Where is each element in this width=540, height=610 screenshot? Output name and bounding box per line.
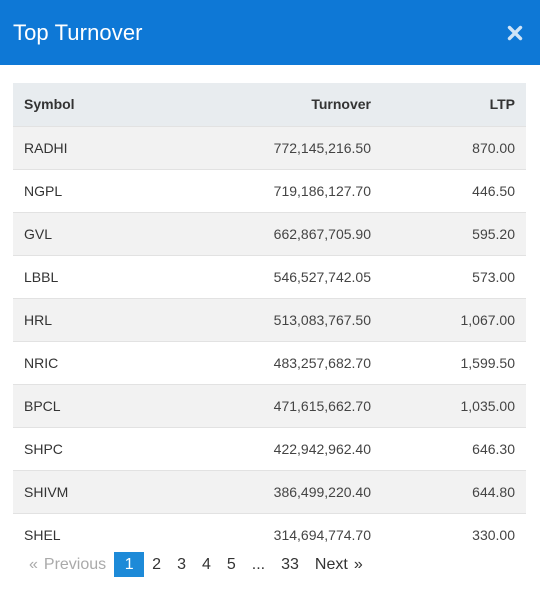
table-row[interactable]: RADHI 772,145,216.50 870.00 bbox=[13, 126, 526, 169]
close-icon bbox=[507, 25, 523, 40]
symbol-cell: SHPC bbox=[24, 440, 63, 457]
table-row[interactable]: NGPL 719,186,127.70 446.50 bbox=[13, 169, 526, 212]
ltp-cell: 595.20 bbox=[472, 225, 515, 242]
symbol-cell: NRIC bbox=[24, 354, 59, 371]
turnover-cell: 513,083,767.50 bbox=[273, 311, 371, 328]
page-2-button[interactable]: 2 bbox=[152, 555, 162, 573]
turnover-cell: 719,186,127.70 bbox=[273, 182, 371, 199]
column-header-ltp: LTP bbox=[489, 96, 515, 113]
symbol-cell: NGPL bbox=[24, 182, 63, 199]
ltp-cell: 446.50 bbox=[472, 182, 515, 199]
page-33-button[interactable]: 33 bbox=[281, 555, 299, 573]
table-row[interactable]: NRIC 483,257,682.70 1,599.50 bbox=[13, 341, 526, 384]
ltp-cell: 646.30 bbox=[472, 440, 515, 457]
previous-label: Previous bbox=[43, 555, 107, 573]
symbol-cell: HRL bbox=[24, 311, 53, 328]
previous-arrow-icon: « bbox=[29, 555, 38, 573]
ltp-cell: 1,599.50 bbox=[460, 354, 516, 371]
modal-title: Top Turnover bbox=[13, 19, 143, 45]
table-row[interactable]: SHEL 314,694,774.70 330.00 bbox=[13, 513, 526, 556]
table-row[interactable]: SHPC 422,942,962.40 646.30 bbox=[13, 427, 526, 470]
ltp-cell: 644.80 bbox=[472, 483, 515, 500]
column-header-turnover: Turnover bbox=[311, 96, 371, 113]
turnover-cell: 422,942,962.40 bbox=[273, 440, 371, 457]
ltp-cell: 870.00 bbox=[472, 139, 515, 156]
table-header-row: Symbol Turnover LTP bbox=[13, 83, 526, 126]
page-4-button[interactable]: 4 bbox=[201, 555, 211, 573]
turnover-cell: 314,694,774.70 bbox=[273, 526, 371, 543]
table-row[interactable]: HRL 513,083,767.50 1,067.00 bbox=[13, 298, 526, 341]
pagination-ellipsis: ... bbox=[251, 555, 266, 573]
table-row[interactable]: BPCL 471,615,662.70 1,035.00 bbox=[13, 384, 526, 427]
ltp-cell: 1,067.00 bbox=[460, 311, 516, 328]
symbol-cell: SHIVM bbox=[24, 483, 69, 500]
previous-page-button[interactable]: « Previous bbox=[15, 552, 114, 577]
turnover-cell: 662,867,705.90 bbox=[273, 225, 371, 242]
turnover-cell: 386,499,220.40 bbox=[273, 483, 371, 500]
close-button[interactable] bbox=[504, 22, 526, 44]
symbol-cell: BPCL bbox=[24, 397, 61, 414]
column-header-symbol: Symbol bbox=[24, 96, 75, 113]
modal-header: Top Turnover bbox=[0, 0, 540, 65]
table-row[interactable]: LBBL 546,527,742.05 573.00 bbox=[13, 255, 526, 298]
symbol-cell: GVL bbox=[24, 225, 53, 242]
table-row[interactable]: GVL 662,867,705.90 595.20 bbox=[13, 212, 526, 255]
symbol-cell: RADHI bbox=[24, 139, 68, 156]
ltp-cell: 1,035.00 bbox=[460, 397, 516, 414]
turnover-cell: 471,615,662.70 bbox=[273, 397, 371, 414]
turnover-cell: 772,145,216.50 bbox=[273, 139, 371, 156]
pagination: « Previous 1 2 3 4 5 ... 33 Next » bbox=[15, 552, 377, 577]
table-row[interactable]: SHIVM 386,499,220.40 644.80 bbox=[13, 470, 526, 513]
symbol-cell: SHEL bbox=[24, 526, 61, 543]
next-arrow-icon: » bbox=[353, 555, 363, 573]
page-3-button[interactable]: 3 bbox=[177, 555, 186, 573]
turnover-table: Symbol Turnover LTP RADHI 772,145,216.50 8… bbox=[13, 83, 526, 556]
turnover-cell: 483,257,682.70 bbox=[273, 354, 371, 371]
page-5-button[interactable]: 5 bbox=[226, 555, 236, 573]
next-label: Next bbox=[314, 555, 348, 573]
symbol-cell: LBBL bbox=[24, 268, 59, 285]
ltp-cell: 573.00 bbox=[472, 268, 515, 285]
next-page-button[interactable]: Next » bbox=[307, 552, 377, 577]
turnover-table-container: Symbol Turnover LTP RADHI 772,145,216.50 8… bbox=[13, 83, 526, 556]
table-body: RADHI 772,145,216.50 870.00 NGPL 719,186,127… bbox=[13, 126, 526, 556]
page-1-button[interactable]: 1 bbox=[114, 552, 145, 577]
turnover-cell: 546,527,742.05 bbox=[273, 268, 371, 285]
ltp-cell: 330.00 bbox=[472, 526, 515, 543]
